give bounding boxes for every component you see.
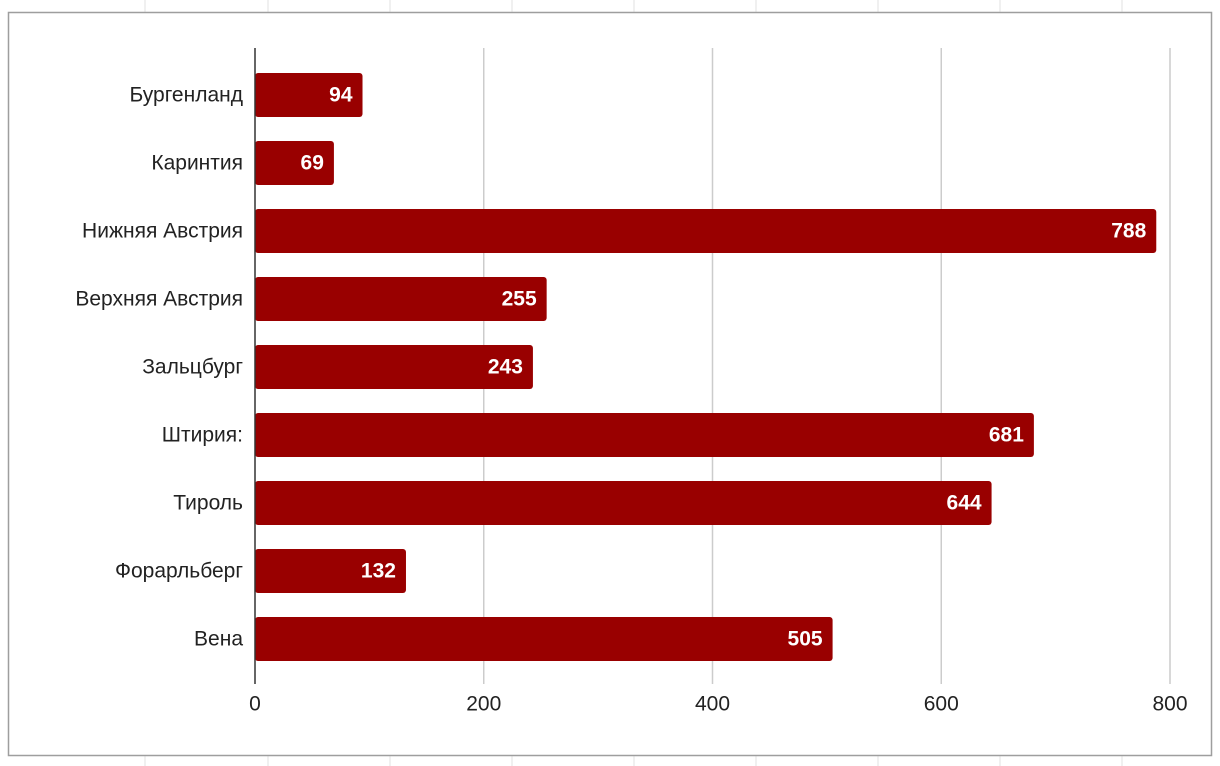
y-tick-label: Форарльберг (115, 560, 243, 583)
y-tick-label: Зальцбург (142, 356, 243, 379)
value-label: 255 (502, 288, 537, 311)
x-tick-label: 200 (466, 693, 501, 716)
y-tick-label: Вена (194, 628, 243, 651)
value-label: 94 (329, 84, 353, 107)
y-tick-label: Нижняя Австрия (82, 220, 243, 243)
y-tick-label: Штирия: (162, 424, 243, 447)
sheet-grid (144, 0, 1123, 766)
bar (255, 617, 833, 661)
bar (255, 345, 533, 389)
y-tick-label: Каринтия (151, 152, 243, 175)
y-tick-label: Тироль (173, 492, 243, 515)
value-label: 243 (488, 356, 523, 379)
x-tick-label: 600 (924, 693, 959, 716)
y-tick-label: Верхняя Австрия (75, 288, 243, 311)
bar (255, 481, 992, 525)
value-label: 788 (1111, 220, 1146, 243)
value-label: 505 (788, 628, 823, 651)
bar (255, 277, 547, 321)
value-label: 132 (361, 560, 396, 583)
bar (255, 209, 1157, 253)
bar (255, 141, 334, 185)
y-tick-label: Бургенланд (129, 84, 243, 107)
value-label: 69 (301, 152, 324, 175)
bar (255, 549, 406, 593)
x-tick-label: 800 (1152, 693, 1187, 716)
x-tick-label: 400 (695, 693, 730, 716)
x-tick-label: 0 (249, 693, 261, 716)
bar (255, 413, 1034, 457)
value-label: 644 (947, 492, 982, 515)
bar (255, 73, 363, 117)
value-label: 681 (989, 424, 1024, 447)
